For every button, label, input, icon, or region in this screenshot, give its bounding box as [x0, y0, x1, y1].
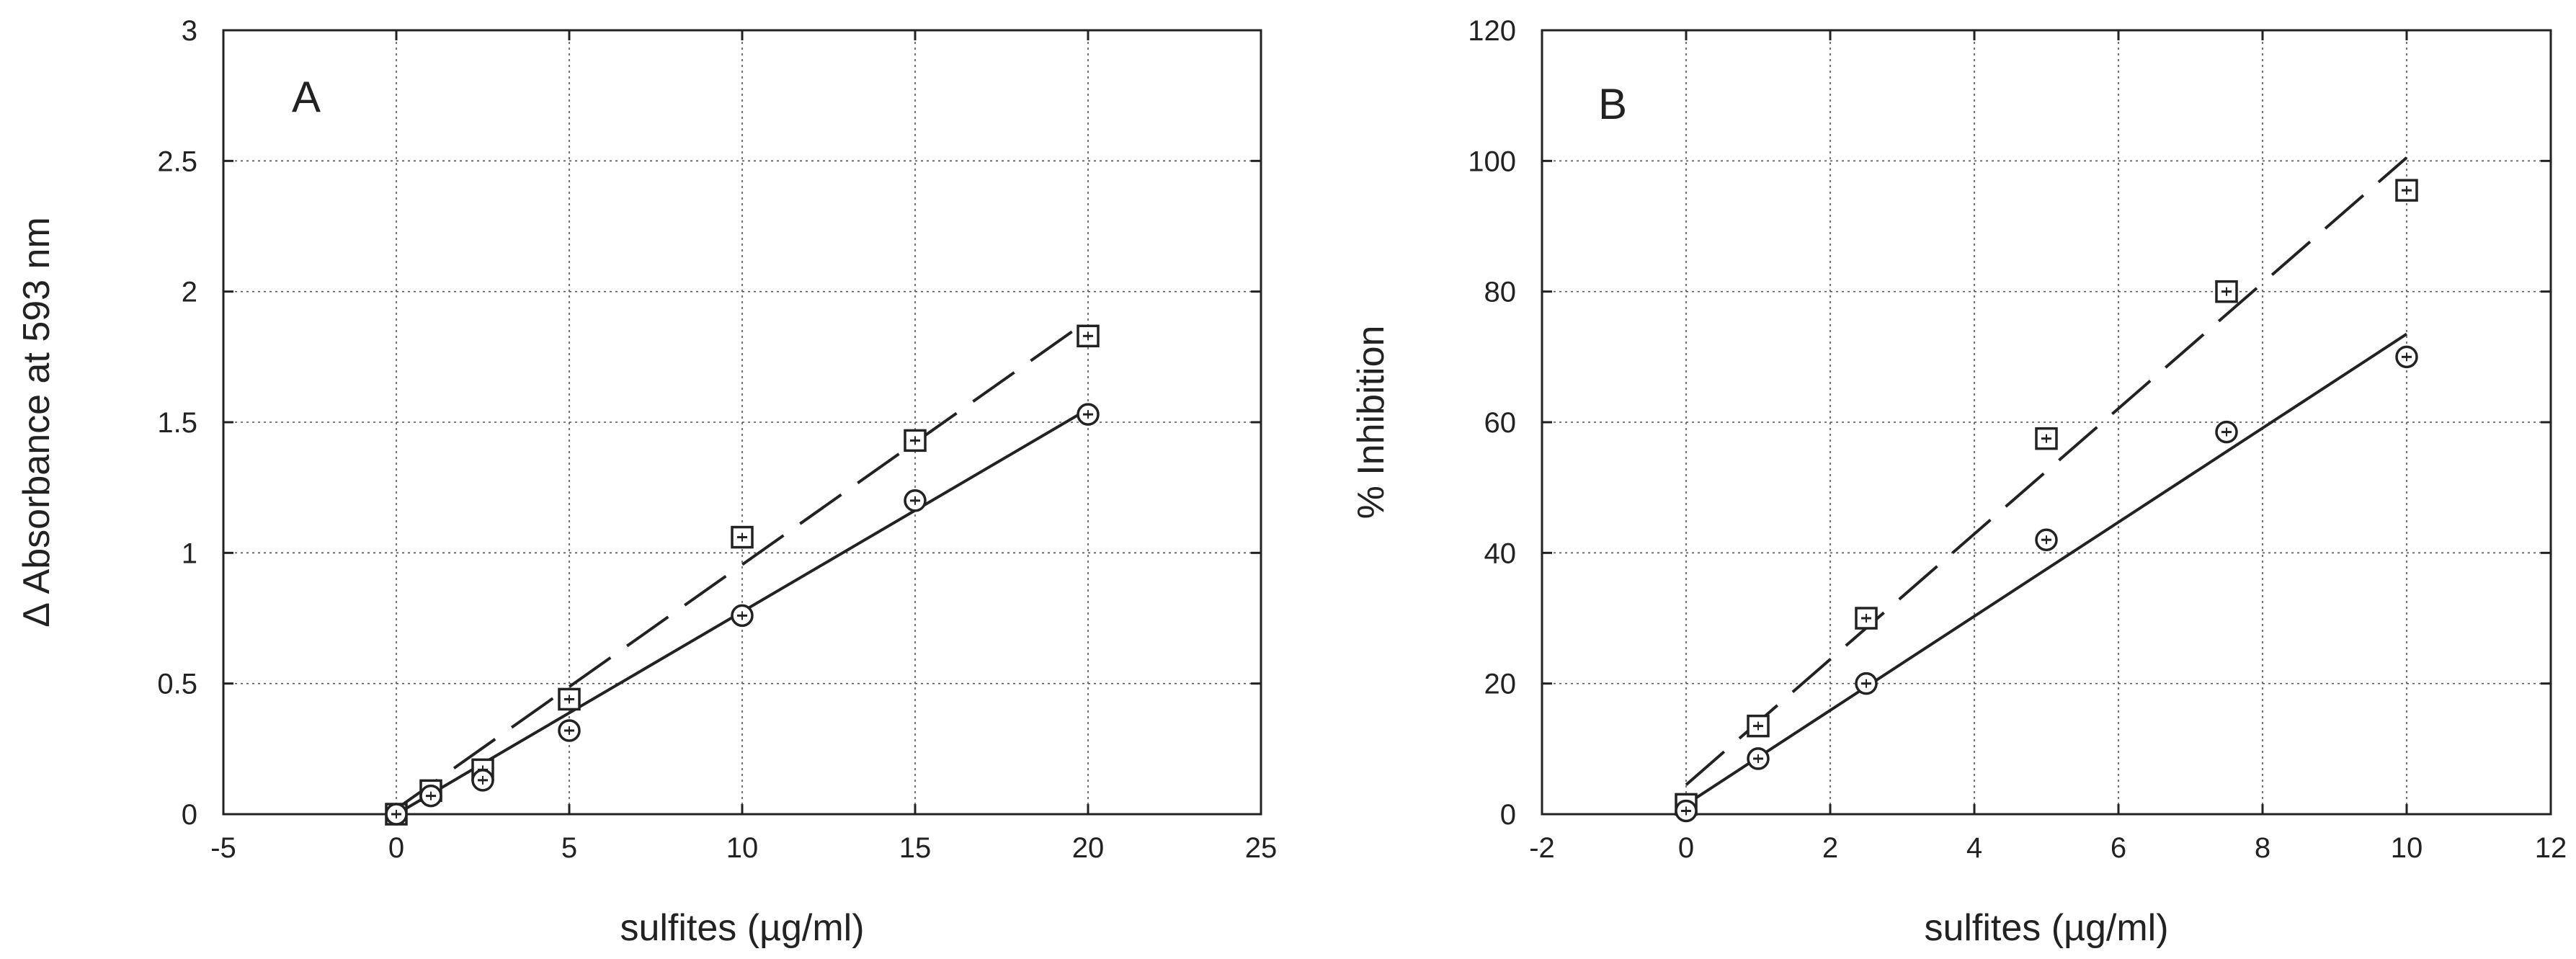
circle-marker [1747, 747, 1770, 770]
square-marker [731, 525, 754, 549]
y-axis-label: Δ Absorbance at 593 nm [16, 217, 58, 628]
x-tick-label: 0 [1678, 832, 1694, 864]
squares-fit-line [1685, 156, 2408, 786]
y-tick-label: 20 [1484, 669, 1517, 700]
square-marker [1855, 607, 1878, 630]
x-tick-label: 15 [899, 832, 932, 864]
tick-labels: -5 0 5 10 15 20 25 0 0.5 1 1.5 2 2.5 3 [157, 15, 1277, 864]
panel-label: A [292, 73, 321, 121]
grid-lines [1542, 30, 2551, 814]
x-tick-label: 20 [1072, 832, 1105, 864]
circle-marker [2215, 420, 2238, 444]
x-tick-label: 10 [726, 832, 759, 864]
y-tick-label: 0 [182, 799, 197, 831]
grid-lines [223, 30, 1261, 814]
tick-marks [1541, 29, 2552, 816]
y-tick-label: 0 [1500, 799, 1516, 831]
circle-marker [558, 719, 581, 742]
data-points [385, 324, 1100, 826]
square-marker [2395, 179, 2418, 202]
circle-marker [385, 803, 408, 826]
panel-label: B [1598, 80, 1627, 128]
x-tick-label: 4 [1966, 832, 1982, 864]
x-tick-label: 5 [561, 832, 577, 864]
y-axis-label: % Inhibition [1350, 326, 1392, 519]
y-tick-label: 1.5 [157, 407, 197, 439]
circle-marker [731, 604, 754, 628]
x-tick-label: 10 [2391, 832, 2423, 864]
y-tick-label: 60 [1484, 407, 1517, 439]
square-marker [1077, 324, 1100, 348]
y-tick-label: 0.5 [157, 669, 197, 700]
x-axis-label: sulfites (µg/ml) [1924, 907, 2168, 949]
x-tick-label: 6 [2111, 832, 2126, 864]
square-marker [558, 687, 581, 711]
y-tick-label: 100 [1468, 146, 1516, 177]
circle-marker [2035, 528, 2058, 551]
circle-marker [419, 784, 442, 808]
circles-fit-line [1685, 332, 2408, 806]
x-tick-label: -2 [1529, 832, 1555, 864]
fit-lines [1685, 156, 2408, 806]
circle-marker [1077, 403, 1100, 426]
y-tick-label: 120 [1468, 15, 1516, 47]
y-tick-label: 1 [182, 538, 197, 569]
x-tick-label: 12 [2535, 832, 2567, 864]
circle-marker [904, 489, 927, 512]
circle-marker [471, 769, 494, 792]
circle-marker [2395, 345, 2418, 369]
y-tick-label: 2.5 [157, 146, 197, 177]
y-tick-label: 2 [182, 277, 197, 308]
square-marker [2035, 427, 2058, 450]
circle-marker [1675, 799, 1698, 823]
square-marker [904, 429, 927, 452]
x-tick-label: 0 [388, 832, 404, 864]
x-tick-label: 2 [1822, 832, 1838, 864]
y-tick-label: 40 [1484, 538, 1517, 569]
y-tick-label: 3 [182, 15, 197, 47]
data-points [1675, 179, 2418, 823]
square-marker [2215, 280, 2238, 303]
x-axis-label: sulfites (µg/ml) [620, 907, 864, 949]
y-tick-label: 80 [1484, 277, 1517, 308]
circle-marker [1855, 672, 1878, 695]
x-tick-label: -5 [210, 832, 236, 864]
x-tick-label: 25 [1245, 832, 1278, 864]
square-marker [1747, 714, 1770, 738]
chart-panel-a: -5 0 5 10 15 20 25 0 0.5 1 1.5 2 2.5 3 A sulfites (µg… [16, 15, 1277, 949]
x-tick-label: 8 [2255, 832, 2270, 864]
